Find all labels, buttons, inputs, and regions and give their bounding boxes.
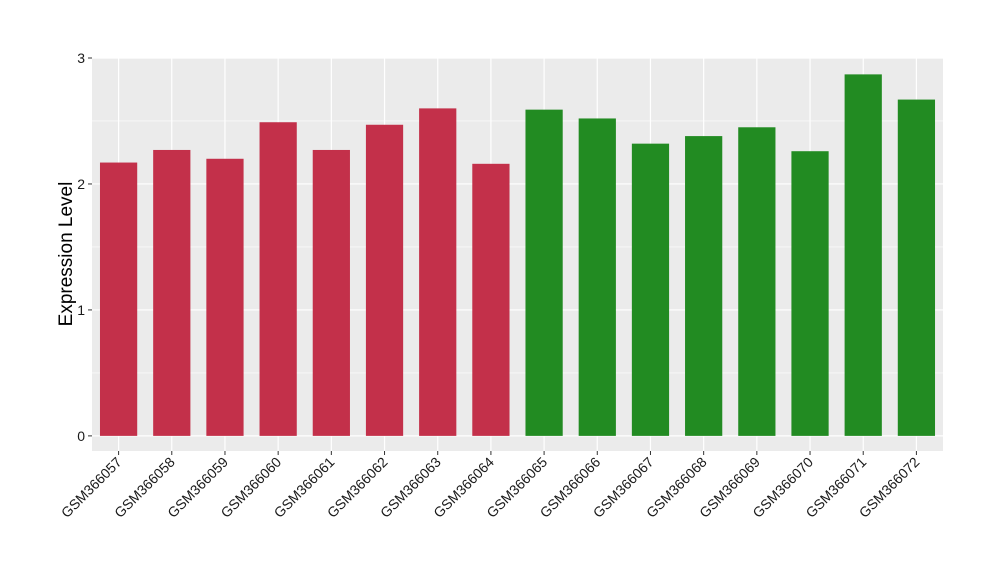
bars [99, 74, 936, 436]
y-tick-label: 1 [77, 302, 85, 318]
bar [631, 143, 670, 436]
bar [153, 149, 191, 436]
y-tick-label: 3 [77, 50, 85, 66]
y-axis: 0 1 2 3 [77, 50, 92, 444]
bar [259, 122, 297, 436]
bar [844, 74, 882, 436]
bar [578, 118, 616, 436]
bar [472, 163, 510, 436]
bar [738, 127, 776, 436]
bar [206, 158, 244, 436]
bar [99, 162, 138, 436]
y-tick-label: 0 [77, 428, 85, 444]
y-axis-label: Expression Level [56, 182, 77, 327]
bar [419, 108, 457, 436]
bar [791, 151, 829, 436]
bar [525, 109, 563, 436]
x-axis: GSM366057GSM366058GSM366059GSM366060GSM3… [58, 451, 923, 521]
bar [897, 99, 936, 436]
bar [312, 149, 350, 436]
bar [685, 136, 723, 436]
bar [365, 124, 404, 436]
y-tick-label: 2 [77, 176, 85, 192]
